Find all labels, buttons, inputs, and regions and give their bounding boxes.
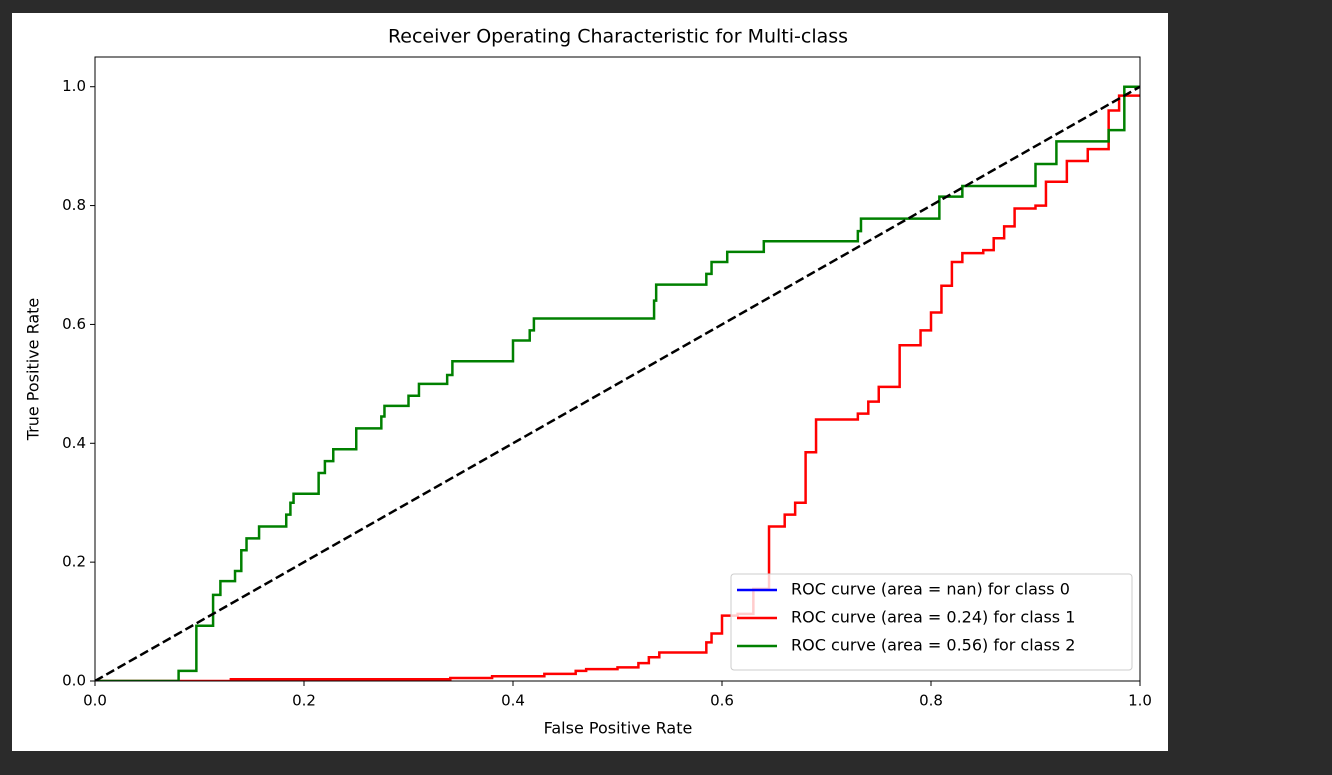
y-tick-label: 0.8 (62, 196, 86, 214)
x-tick-label: 0.6 (710, 692, 734, 710)
y-tick-label: 1.0 (62, 77, 86, 95)
legend-box (730, 573, 1133, 671)
x-tick-label: 0.4 (501, 692, 525, 710)
x-tick-label: 1.0 (1128, 692, 1152, 710)
y-tick-label: 0.6 (62, 315, 86, 333)
roc-line (95, 85, 1140, 681)
reference-line (95, 85, 1140, 681)
y-tick-label: 0.4 (62, 434, 86, 452)
x-tick-label: 0.0 (83, 692, 107, 710)
y-tick-label: 0.0 (62, 672, 86, 690)
x-axis-label: False Positive Rate (544, 719, 693, 738)
axes-frame (94, 56, 1141, 682)
y-tick-label: 0.2 (62, 553, 86, 571)
legend-label: ROC curve (area = 0.56) for class 2 (791, 636, 1075, 655)
y-axis-label: True Positive Rate (24, 298, 43, 442)
legend-label: ROC curve (area = 0.24) for class 1 (791, 608, 1075, 627)
roc-line (95, 94, 1140, 681)
x-tick-label: 0.2 (292, 692, 316, 710)
x-tick-label: 0.8 (919, 692, 943, 710)
legend-label: ROC curve (area = nan) for class 0 (791, 580, 1070, 599)
chart-title: Receiver Operating Characteristic for Mu… (388, 26, 848, 48)
